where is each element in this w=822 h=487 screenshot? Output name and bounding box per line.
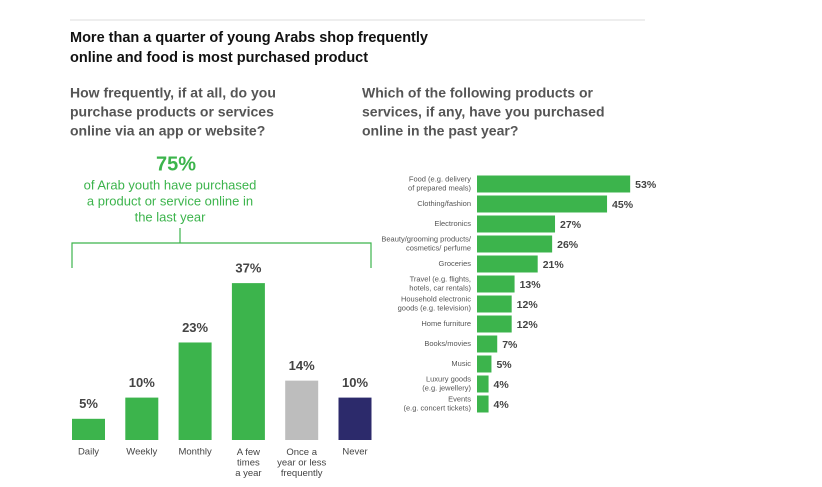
y-tick-label: Events (e.g. concert tickets): [403, 394, 471, 412]
bar: [477, 355, 492, 373]
bracket-line: [71, 242, 372, 268]
question: purchase products or services: [70, 104, 274, 120]
y-tick-label: Beauty/grooming products/cosmetics/ perf…: [381, 234, 472, 252]
bar: [477, 275, 515, 293]
x-tick-label: A few times a year: [235, 447, 261, 479]
value-label: 23%: [182, 320, 208, 335]
value-label: 53%: [635, 179, 657, 191]
y-tick-label: Groceries: [438, 259, 471, 268]
y-tick-label: Travel (e.g. flights, hotels, car rentals…: [409, 274, 471, 292]
bar: [477, 215, 556, 233]
callout-text: a product or service online in: [87, 193, 253, 208]
question: How frequently, if at all, do you: [70, 85, 276, 101]
bar: [477, 395, 489, 413]
value-label: 5%: [496, 359, 512, 371]
y-tick-label: Household electronic goods (e.g. televisi…: [398, 294, 472, 312]
y-tick-label: Electronics: [434, 219, 471, 228]
callout-text: of Arab youth have purchased: [84, 177, 257, 192]
y-tick-label: Luxury goods (e.g. jewellery): [422, 374, 471, 392]
value-label: 45%: [612, 199, 634, 211]
bar: [477, 255, 538, 273]
bar: [477, 175, 631, 193]
x-tick-label: Once a year or less frequently: [277, 447, 326, 479]
value-label: 13%: [520, 279, 542, 291]
value-label: 4%: [494, 399, 510, 411]
value-label: 27%: [560, 219, 582, 231]
bar: [338, 397, 372, 440]
value-label: 37%: [235, 261, 261, 276]
bar: [477, 195, 608, 213]
x-tick-label: Daily: [78, 447, 99, 458]
value-label: 4%: [494, 379, 510, 391]
y-tick-label: Home furniture: [421, 319, 471, 328]
bar: [477, 315, 512, 333]
y-tick-label: Food (e.g. delivery of prepared meals): [408, 174, 471, 192]
value-label: 5%: [79, 396, 98, 411]
value-label: 7%: [502, 339, 518, 351]
x-tick-label: Monthly: [178, 447, 212, 458]
value-label: 21%: [543, 259, 565, 271]
value-label: 26%: [557, 239, 579, 251]
bar: [72, 418, 105, 440]
callout-bracket: [71, 228, 372, 268]
callout-headline: 75%: [156, 153, 196, 175]
value-label: 10%: [129, 375, 155, 390]
bar: [477, 375, 489, 393]
question: online via an app or website?: [70, 123, 265, 139]
value-label: 10%: [342, 375, 368, 390]
question: online in the past year?: [362, 123, 518, 139]
bar: [178, 342, 212, 440]
y-tick-label: Clothing/fashion: [417, 199, 471, 208]
callout-text: the last year: [135, 209, 206, 224]
value-label: 12%: [517, 319, 539, 331]
bar: [125, 397, 159, 440]
bar: [477, 335, 498, 353]
bar: [477, 235, 553, 253]
y-tick-label: Music: [451, 359, 471, 368]
bar: [477, 295, 512, 313]
question: services, if any, have you purchased: [362, 104, 605, 120]
x-tick-label: Never: [342, 447, 367, 458]
page-title: online and food is most purchased produc…: [70, 50, 368, 66]
y-tick-label: Books/movies: [424, 339, 471, 348]
value-label: 12%: [517, 299, 539, 311]
question: Which of the following products or: [362, 85, 594, 101]
value-label: 14%: [289, 358, 315, 373]
bar: [285, 380, 319, 440]
bar: [231, 283, 265, 440]
x-tick-label: Weekly: [126, 447, 157, 458]
page-title: More than a quarter of young Arabs shop …: [70, 30, 428, 46]
